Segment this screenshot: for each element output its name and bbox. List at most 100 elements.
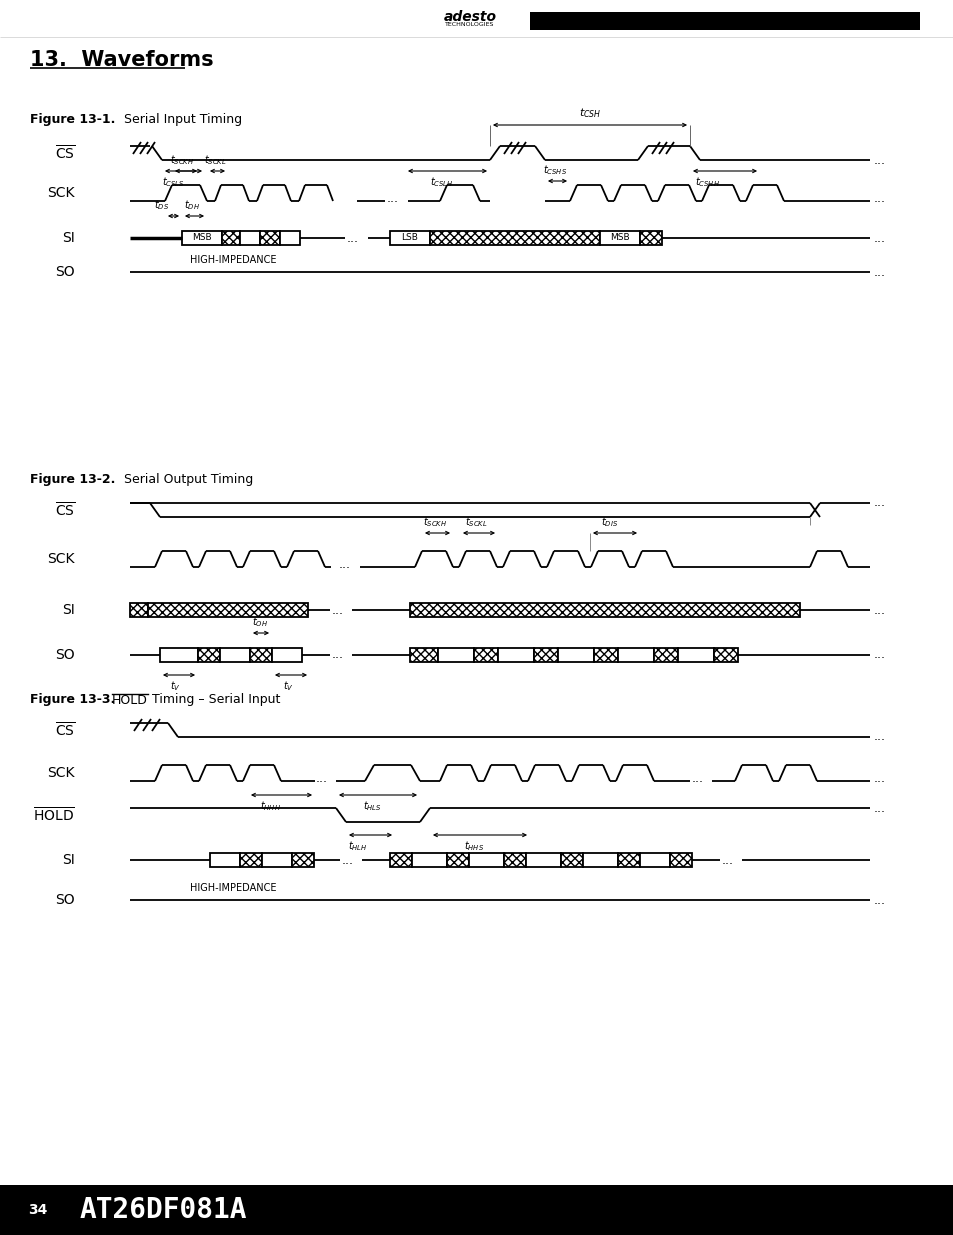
Text: ...: ... xyxy=(873,730,885,743)
Text: ...: ... xyxy=(347,231,358,245)
Bar xyxy=(294,1200,953,1215)
Text: ...: ... xyxy=(873,604,885,616)
Bar xyxy=(148,603,308,618)
Text: $t_{HHS}$: $t_{HHS}$ xyxy=(463,839,483,853)
Text: ...: ... xyxy=(873,496,885,510)
Bar xyxy=(639,853,669,867)
Text: ...: ... xyxy=(873,802,885,815)
Bar xyxy=(618,853,639,867)
Text: ...: ... xyxy=(387,193,398,205)
Text: $t_{CSLS}$: $t_{CSLS}$ xyxy=(162,175,185,189)
Text: ...: ... xyxy=(873,773,885,785)
Bar xyxy=(497,648,534,662)
Text: $\overline{\mathrm{CS}}$: $\overline{\mathrm{CS}}$ xyxy=(54,501,75,519)
Bar xyxy=(198,648,220,662)
Text: $t_{HHH}$: $t_{HHH}$ xyxy=(259,799,280,813)
Text: ...: ... xyxy=(873,193,885,205)
Text: Timing – Serial Input: Timing – Serial Input xyxy=(148,694,280,706)
Text: $t_{SCKL}$: $t_{SCKL}$ xyxy=(203,153,226,167)
Bar xyxy=(594,648,618,662)
Text: HOLD: HOLD xyxy=(112,694,148,706)
Text: SI: SI xyxy=(62,853,75,867)
Text: ...: ... xyxy=(873,153,885,167)
Text: $t_{SCKH}$: $t_{SCKH}$ xyxy=(170,153,194,167)
Bar xyxy=(599,231,639,245)
Text: ...: ... xyxy=(691,773,703,785)
Text: SCK: SCK xyxy=(48,766,75,781)
Bar xyxy=(390,231,430,245)
Text: $t_V$: $t_V$ xyxy=(170,679,180,693)
Bar xyxy=(250,648,272,662)
Text: ...: ... xyxy=(332,604,344,616)
Bar xyxy=(654,648,678,662)
Bar xyxy=(678,648,713,662)
Bar xyxy=(240,853,262,867)
Text: AT26DF081A: AT26DF081A xyxy=(80,1195,247,1224)
Text: HIGH-IMPEDANCE: HIGH-IMPEDANCE xyxy=(190,254,276,266)
Bar xyxy=(262,853,292,867)
Bar xyxy=(0,1186,953,1235)
Bar xyxy=(430,231,599,245)
Text: SI: SI xyxy=(62,231,75,245)
Bar xyxy=(292,853,314,867)
Text: $t_{HLS}$: $t_{HLS}$ xyxy=(362,799,381,813)
Text: $t_{OH}$: $t_{OH}$ xyxy=(252,615,268,629)
Text: ...: ... xyxy=(315,773,328,785)
Bar xyxy=(669,853,691,867)
Bar xyxy=(410,648,437,662)
Text: $t_{DS}$: $t_{DS}$ xyxy=(154,198,170,212)
Text: SCK: SCK xyxy=(48,552,75,566)
Bar xyxy=(447,853,469,867)
Bar xyxy=(412,853,447,867)
Text: TECHNOLOGIES: TECHNOLOGIES xyxy=(445,22,495,27)
Bar xyxy=(503,853,525,867)
Bar xyxy=(390,853,412,867)
Text: 34: 34 xyxy=(28,1203,48,1216)
Text: $t_{CSHS}$: $t_{CSHS}$ xyxy=(542,163,566,177)
Bar xyxy=(713,648,738,662)
Bar xyxy=(437,648,474,662)
Bar xyxy=(582,853,618,867)
Text: $\overline{\mathrm{HOLD}}$: $\overline{\mathrm{HOLD}}$ xyxy=(33,806,75,824)
Text: ...: ... xyxy=(338,558,351,572)
Bar xyxy=(222,231,240,245)
Text: ...: ... xyxy=(721,853,733,867)
Text: LSB: LSB xyxy=(401,233,418,242)
Bar xyxy=(182,231,222,245)
Bar xyxy=(410,603,800,618)
Bar xyxy=(560,853,582,867)
Text: 13.  Waveforms: 13. Waveforms xyxy=(30,49,213,70)
Bar xyxy=(558,648,594,662)
Bar xyxy=(130,603,148,618)
Text: ...: ... xyxy=(873,231,885,245)
Text: $t_{SCKL}$: $t_{SCKL}$ xyxy=(464,515,487,529)
Bar xyxy=(160,648,198,662)
Text: SO: SO xyxy=(55,266,75,279)
Text: $t_V$: $t_V$ xyxy=(282,679,294,693)
Bar xyxy=(210,853,240,867)
Bar xyxy=(220,648,250,662)
Text: $t_{HLH}$: $t_{HLH}$ xyxy=(348,839,368,853)
Bar xyxy=(639,231,661,245)
Text: $t_{CSLH}$: $t_{CSLH}$ xyxy=(430,175,453,189)
Bar xyxy=(469,853,503,867)
Text: SO: SO xyxy=(55,648,75,662)
Bar xyxy=(534,648,558,662)
Text: ...: ... xyxy=(341,853,354,867)
Text: $\overline{\mathrm{CS}}$: $\overline{\mathrm{CS}}$ xyxy=(54,721,75,740)
Text: Serial Input Timing: Serial Input Timing xyxy=(112,114,242,126)
Bar xyxy=(525,853,560,867)
Text: Figure 13-3.: Figure 13-3. xyxy=(30,694,115,706)
Bar xyxy=(240,231,260,245)
Text: ...: ... xyxy=(873,266,885,279)
Text: SI: SI xyxy=(62,603,75,618)
Text: MSB: MSB xyxy=(192,233,212,242)
Bar xyxy=(618,648,654,662)
Text: ...: ... xyxy=(873,893,885,906)
Text: $t_{DIS}$: $t_{DIS}$ xyxy=(600,515,618,529)
Text: MSB: MSB xyxy=(610,233,629,242)
Text: $t_{DH}$: $t_{DH}$ xyxy=(184,198,200,212)
Text: SCK: SCK xyxy=(48,186,75,200)
Text: Figure 13-2.: Figure 13-2. xyxy=(30,473,115,487)
Text: adesto: adesto xyxy=(443,10,496,23)
